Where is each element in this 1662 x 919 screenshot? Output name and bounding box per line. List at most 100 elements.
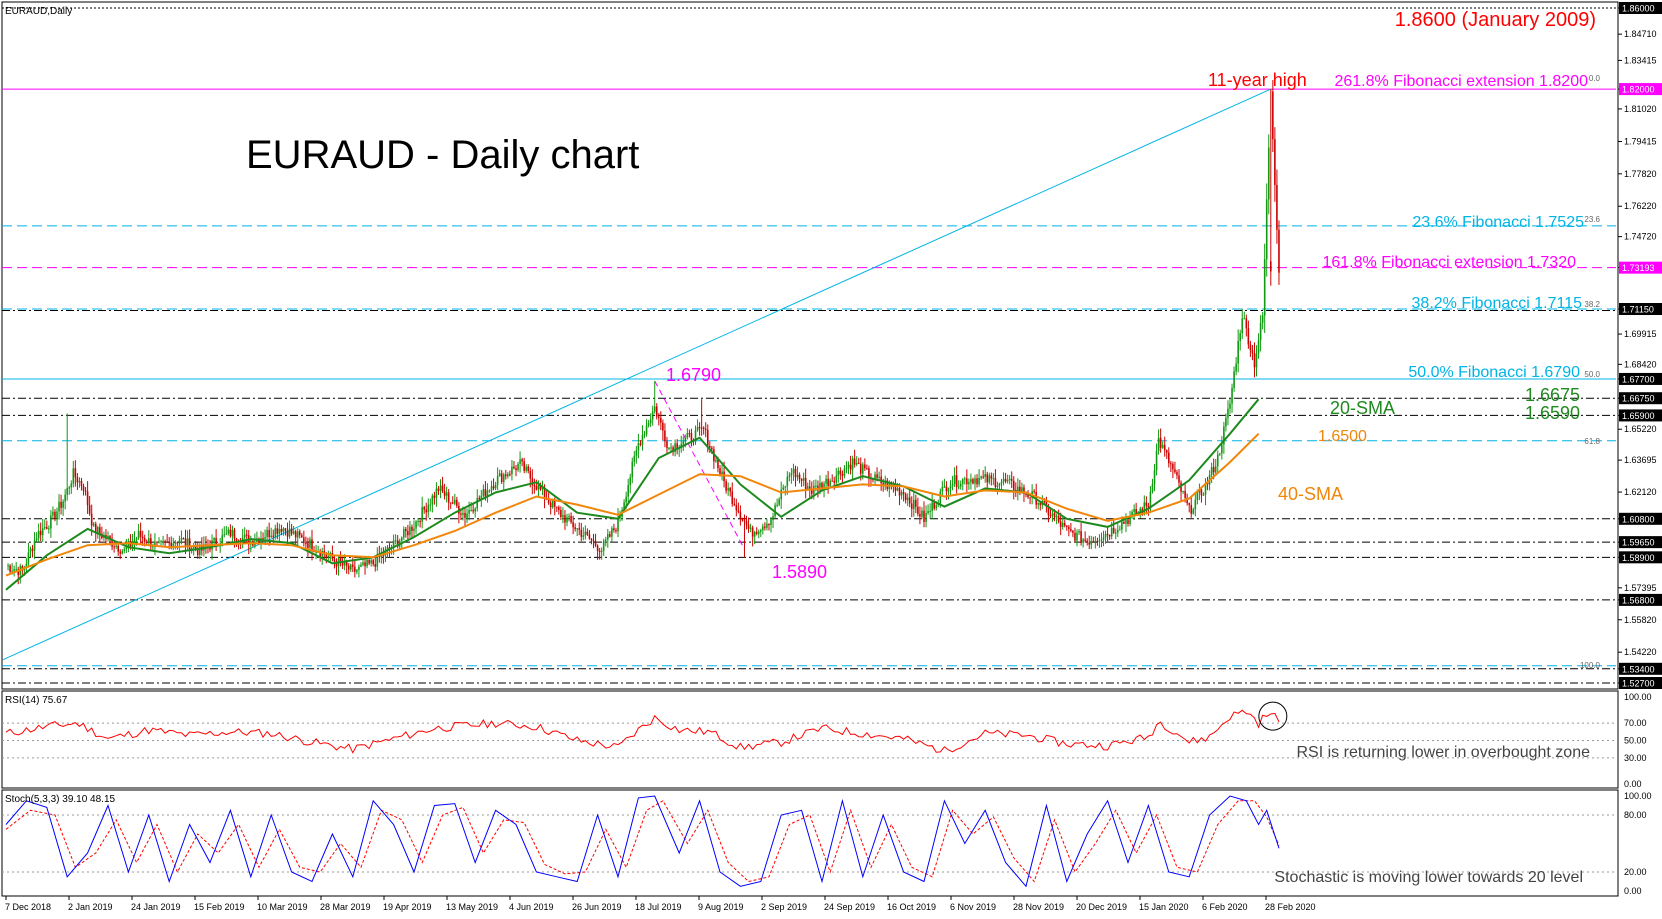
candle-body xyxy=(686,433,689,438)
candle-body xyxy=(417,521,419,523)
candle-body xyxy=(372,560,374,565)
candle-body xyxy=(900,492,903,496)
candle-body xyxy=(1176,472,1178,476)
candle-body xyxy=(445,492,448,496)
label-11-year-high: 11-year high xyxy=(1208,70,1307,90)
candle-body xyxy=(31,548,34,551)
candle-body xyxy=(376,554,379,567)
candle-body xyxy=(1047,506,1050,516)
candle-body xyxy=(162,541,164,543)
candle-body xyxy=(1045,501,1048,507)
rsi-panel: RSI(14) 75.67 RSI is returning lower in … xyxy=(1,690,1652,789)
date-tick-label: 6 Nov 2019 xyxy=(950,902,996,912)
candle-body xyxy=(735,504,738,511)
candle-body xyxy=(804,477,807,490)
candle-body xyxy=(992,478,995,480)
candle-body xyxy=(11,570,13,572)
candle-body xyxy=(1196,492,1199,500)
candle-body xyxy=(178,540,181,544)
candle-body xyxy=(292,531,295,534)
candle-body xyxy=(468,510,470,514)
price-badge-label: 1.65900 xyxy=(1622,411,1655,421)
date-tick-label: 2 Jan 2019 xyxy=(68,902,113,912)
label-low-15890: 1.5890 xyxy=(772,562,827,582)
fib-retracement-trendline xyxy=(2,88,1272,661)
candle-body xyxy=(1278,229,1280,273)
candle-body xyxy=(837,470,840,476)
candle-body xyxy=(307,543,309,548)
candle-body xyxy=(25,563,28,568)
candle-body xyxy=(558,507,560,510)
candle-body xyxy=(751,527,754,537)
candle-body xyxy=(37,530,40,539)
sma40-line xyxy=(5,432,1260,577)
candle-body xyxy=(1098,540,1101,542)
candle-body xyxy=(974,478,976,484)
candle-body xyxy=(694,430,697,442)
candle-body xyxy=(635,450,638,456)
candle-body xyxy=(84,490,87,492)
fib-tag-618: 61.8 xyxy=(1584,437,1600,446)
candle-body xyxy=(1270,261,1272,272)
candle-body xyxy=(1239,333,1241,341)
date-tick-label: 28 Nov 2019 xyxy=(1013,902,1064,912)
candle-body xyxy=(749,527,752,529)
candle-body xyxy=(356,569,358,572)
candle-body xyxy=(1076,532,1078,541)
candle-body xyxy=(1170,463,1172,465)
candle-body xyxy=(137,530,140,539)
symbol-label: EURAUD,Daily xyxy=(5,6,72,17)
price-badge xyxy=(1619,512,1662,525)
candle-body xyxy=(225,533,228,535)
candle-body xyxy=(598,550,601,552)
candle-body xyxy=(425,509,428,513)
candle-body xyxy=(776,504,778,506)
candle-body xyxy=(1017,486,1019,492)
candle-body xyxy=(988,475,991,483)
candle-body xyxy=(658,416,660,418)
candle-body xyxy=(1184,490,1186,498)
candle-body xyxy=(170,542,173,549)
price-tick-label: 1.84710 xyxy=(1624,29,1657,39)
candle-body xyxy=(1110,527,1113,537)
candle-body xyxy=(9,565,11,572)
candle-body xyxy=(349,564,352,570)
candle-body xyxy=(1182,490,1184,492)
candle-body xyxy=(613,528,615,531)
price-badge xyxy=(1619,83,1662,96)
candle-body xyxy=(717,459,719,469)
candle-body xyxy=(1057,516,1060,522)
candle-body xyxy=(494,484,497,489)
rsi-tick-label: 50.00 xyxy=(1624,736,1647,746)
candle-body xyxy=(719,468,721,475)
candle-body xyxy=(141,536,144,539)
candle-body xyxy=(627,485,629,497)
candle-body xyxy=(72,468,75,484)
date-tick-label: 6 Feb 2020 xyxy=(1202,902,1248,912)
candle-body xyxy=(1119,529,1121,531)
candle-body xyxy=(625,496,627,503)
candle-body xyxy=(647,423,650,426)
date-axis: 7 Dec 2018 2 Jan 2019 24 Jan 2019 15 Feb 20… xyxy=(5,896,1316,912)
candle-body xyxy=(54,511,56,519)
candle-body xyxy=(409,526,411,536)
candle-body xyxy=(133,539,136,543)
candle-body xyxy=(288,528,291,537)
candle-body xyxy=(1037,502,1040,505)
candle-body xyxy=(1004,478,1007,482)
candle-body xyxy=(413,528,415,531)
horizontal-levels xyxy=(2,7,1616,684)
candle-body xyxy=(1010,478,1013,481)
candle-body xyxy=(706,429,709,447)
candle-body xyxy=(1125,520,1127,524)
candle-body xyxy=(851,458,854,470)
candle-body xyxy=(1133,509,1135,512)
candle-body xyxy=(60,501,62,508)
candle-body xyxy=(1174,469,1176,473)
candle-body xyxy=(1066,525,1068,527)
candle-body xyxy=(843,468,846,476)
candle-body xyxy=(641,435,644,445)
candle-body xyxy=(1223,426,1225,445)
candle-body xyxy=(906,497,909,501)
